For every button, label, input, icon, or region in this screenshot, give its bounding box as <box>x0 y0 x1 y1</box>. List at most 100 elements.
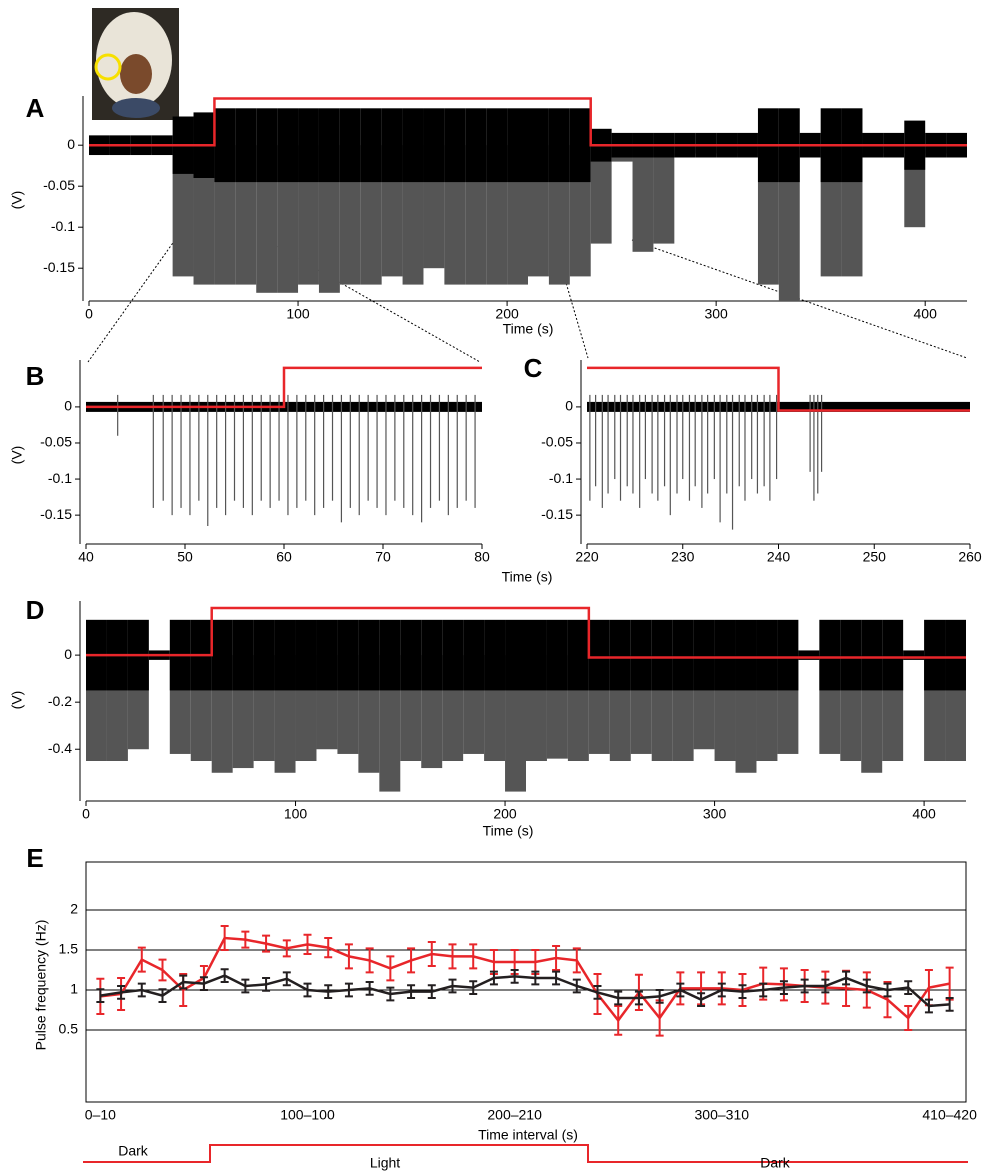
y-tick-label: 0 <box>67 136 75 152</box>
error-bar <box>883 982 892 998</box>
trace-noise <box>277 108 299 183</box>
error-bar <box>427 941 436 967</box>
trace-noise <box>861 619 883 691</box>
trace-spikes <box>590 145 612 244</box>
error-bar <box>924 998 933 1014</box>
trace-noise <box>298 108 319 183</box>
error-bar <box>634 990 643 1006</box>
trace-noise <box>507 108 528 183</box>
y-tick-label: 2 <box>70 901 78 917</box>
x-tick-label: 70 <box>375 549 391 565</box>
error-bar <box>614 990 623 1006</box>
error-bar <box>510 969 519 984</box>
error-bar <box>469 943 478 970</box>
x-tick-label: 80 <box>474 549 490 565</box>
trace-noise <box>337 619 359 691</box>
y-tick-label: 0 <box>565 398 573 414</box>
trace-noise <box>339 108 361 183</box>
error-bar <box>552 945 561 971</box>
trace-noise <box>528 108 549 183</box>
x-tick-label: 240 <box>767 549 791 565</box>
y-tick-label: 0.5 <box>59 1021 79 1037</box>
error-bar <box>945 997 954 1012</box>
x-tick-label: 60 <box>276 549 292 565</box>
trace-noise <box>505 619 526 691</box>
error-bar <box>282 939 291 958</box>
error-bar <box>262 934 271 953</box>
error-bar <box>800 978 809 994</box>
y-tick-label: -0.15 <box>40 506 72 522</box>
x-tick-label: 400 <box>914 306 938 322</box>
error-bar <box>655 989 664 1004</box>
y-tick-label: 1.5 <box>59 941 79 957</box>
x-tick-label: 100 <box>286 306 310 322</box>
light-stimulus <box>587 366 970 412</box>
error-bar <box>303 933 312 955</box>
trace-noise <box>548 108 570 183</box>
trace-noise <box>777 619 799 691</box>
trace-noise <box>609 619 631 691</box>
series-line <box>100 974 950 1008</box>
error-bar <box>365 981 374 996</box>
trace-noise <box>569 108 591 183</box>
error-bar <box>179 974 188 990</box>
photo <box>92 8 179 120</box>
error-bar <box>738 984 747 999</box>
x-tick-label: 410–420 <box>922 1107 977 1123</box>
y-axis-label: (V) <box>9 191 25 210</box>
x-tick-label: 300 <box>703 806 727 822</box>
x-axis-label: Time interval (s) <box>478 1127 578 1143</box>
error-bar <box>386 986 395 1002</box>
trace-noise <box>630 619 652 691</box>
error-bar <box>676 982 685 998</box>
trace-spikes <box>172 145 194 277</box>
trace-noise <box>358 619 380 691</box>
error-bar <box>158 958 167 982</box>
trace-noise <box>672 619 694 691</box>
trace-noise <box>379 619 401 691</box>
y-axis-label: Pulse frequency (Hz) <box>33 920 49 1051</box>
error-bar <box>199 976 208 991</box>
error-bar <box>407 947 416 974</box>
x-tick-label: 40 <box>78 549 94 565</box>
error-bar <box>697 992 706 1007</box>
error-bar <box>117 985 126 1000</box>
trace-noise <box>546 619 568 691</box>
y-tick-label: -0.2 <box>48 693 72 709</box>
error-bar <box>344 982 353 998</box>
trace-noise <box>486 108 508 183</box>
y-tick-label: -0.15 <box>43 259 75 275</box>
error-bar <box>220 968 229 983</box>
y-tick-label: 0 <box>64 398 72 414</box>
trace-noise <box>924 619 946 691</box>
light-stimulus <box>86 606 966 659</box>
x-tick-label: 300 <box>704 306 728 322</box>
x-axis-label: Time (s) <box>503 321 554 337</box>
trace-noise <box>819 619 841 691</box>
x-tick-label: 100–100 <box>280 1107 335 1123</box>
condition-bar <box>83 1144 968 1163</box>
trace-noise <box>903 650 925 660</box>
x-tick-label: 200 <box>493 806 517 822</box>
error-bar <box>904 980 913 995</box>
error-bar <box>469 980 478 995</box>
error-bar <box>365 947 374 974</box>
y-tick-label: -0.1 <box>51 218 75 234</box>
trace-noise <box>945 619 966 691</box>
trace-noise <box>253 619 275 691</box>
error-bar <box>386 955 395 982</box>
error-bar <box>904 1005 913 1031</box>
error-bar <box>158 988 167 1003</box>
light-stimulus <box>86 366 482 409</box>
trace-noise <box>882 619 904 691</box>
trace-noise <box>295 619 317 691</box>
trace-noise <box>840 619 862 691</box>
panel-letter: E <box>26 843 43 873</box>
x-tick-label: 0–10 <box>85 1107 116 1123</box>
trace-noise <box>526 619 547 691</box>
trace-noise <box>402 108 424 183</box>
trace-noise <box>274 619 296 691</box>
y-tick-label: -0.4 <box>48 740 72 756</box>
error-bar <box>324 984 333 999</box>
